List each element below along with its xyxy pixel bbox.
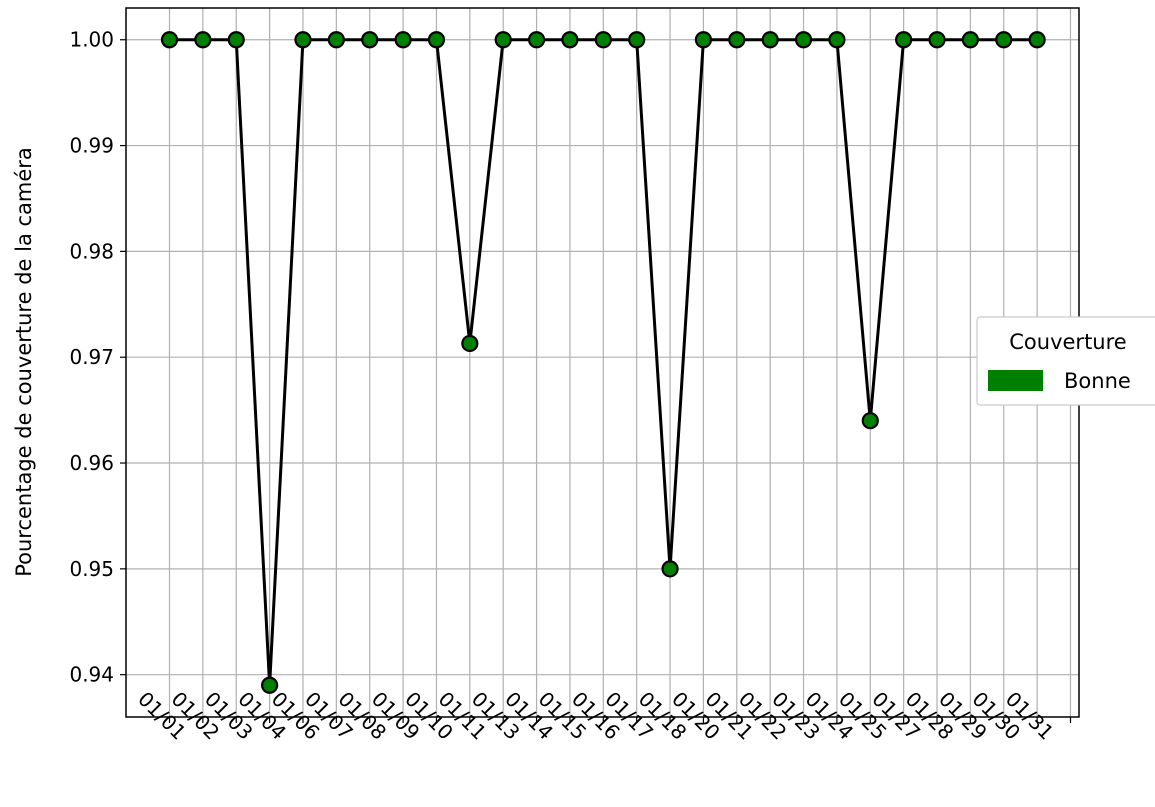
y-tick-label: 0.99 (69, 134, 114, 158)
data-point (861, 412, 879, 430)
data-point (194, 31, 212, 49)
data-point (928, 31, 946, 49)
data-point (227, 31, 245, 49)
data-point (1028, 31, 1046, 49)
y-tick-label: 0.98 (69, 239, 114, 263)
data-point (594, 31, 612, 49)
y-tick-label: 0.94 (69, 663, 114, 687)
data-point (361, 31, 379, 49)
plot-frame (125, 7, 1080, 718)
data-point (261, 676, 279, 694)
x-axis: 01/0101/0201/0301/0401/0601/0701/0801/09… (133, 687, 1072, 745)
data-point (828, 31, 846, 49)
legend-swatch-bonne (988, 370, 1043, 391)
data-point (694, 31, 713, 49)
y-tick-label: 0.97 (69, 345, 114, 369)
y-axis-label: Pourcentage de couverture de la caméra (12, 147, 36, 577)
series-layer (160, 31, 1046, 694)
data-point (427, 31, 446, 49)
data-point (794, 31, 813, 49)
data-point (327, 31, 345, 49)
y-tick-label: 0.96 (69, 451, 114, 475)
data-point (461, 334, 479, 353)
data-point (961, 31, 979, 49)
data-point (294, 31, 312, 49)
data-point (995, 31, 1013, 49)
y-axis: 0.94 0.95 0.96 0.97 0.98 0.99 1.00 (69, 28, 126, 687)
data-point (561, 31, 579, 49)
data-point (494, 31, 512, 49)
grid-lines (126, 8, 1079, 717)
data-point (761, 31, 779, 49)
data-point (394, 31, 412, 49)
data-point (628, 31, 646, 49)
y-tick-label: 0.95 (69, 557, 114, 581)
y-tick-label: 1.00 (69, 28, 114, 52)
legend: Couverture Bonne (976, 316, 1155, 406)
legend-entry-bonne: Bonne (1064, 369, 1131, 393)
data-point (728, 31, 746, 49)
data-point (895, 31, 913, 49)
data-point (160, 31, 179, 49)
data-point (661, 560, 679, 578)
data-point (527, 31, 546, 49)
legend-title: Couverture (1009, 330, 1126, 354)
